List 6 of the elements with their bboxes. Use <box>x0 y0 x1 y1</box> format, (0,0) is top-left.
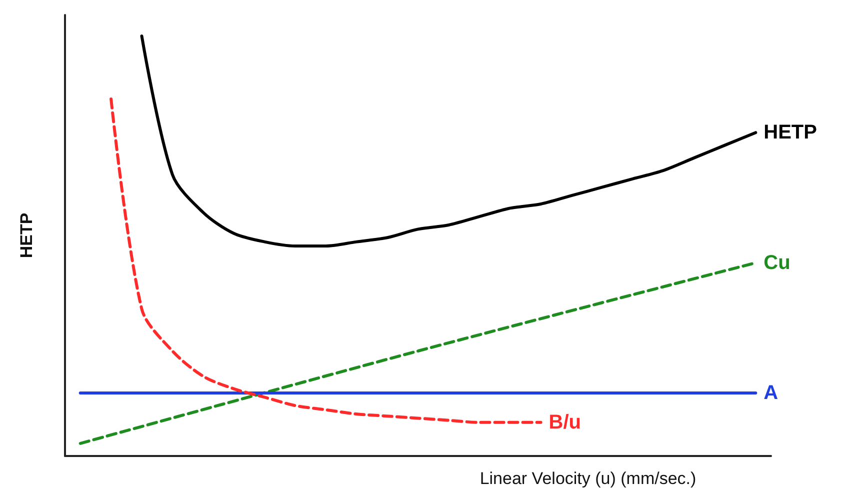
y-axis-title: HETP <box>17 212 36 258</box>
series-label: B/u <box>548 411 581 434</box>
x-axis-title: Linear Velocity (u) (mm/sec.) <box>480 469 696 488</box>
series-label: Cu <box>764 252 790 274</box>
series-label: A <box>764 382 778 404</box>
series-label: HETP <box>764 122 817 144</box>
